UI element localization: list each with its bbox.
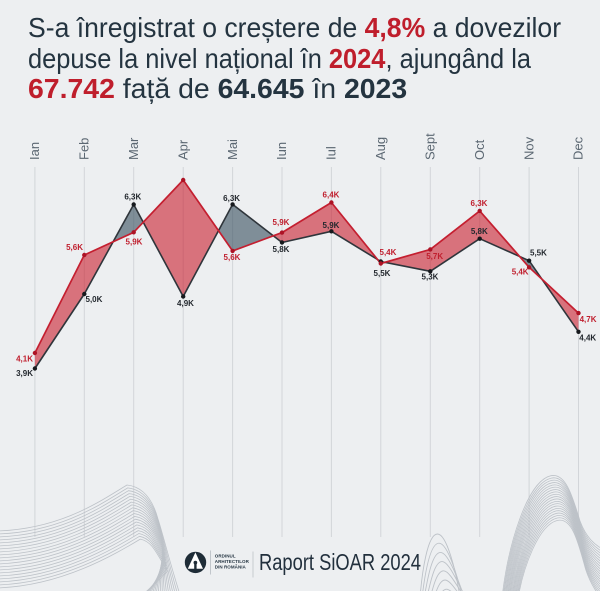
svg-text:5,3K: 5,3K xyxy=(422,272,439,281)
svg-text:5,4K: 5,4K xyxy=(512,268,529,277)
svg-text:5,5K: 5,5K xyxy=(530,249,547,258)
svg-text:Feb: Feb xyxy=(77,138,92,160)
svg-text:6,3K: 6,3K xyxy=(124,192,141,201)
svg-text:5,6K: 5,6K xyxy=(66,243,83,252)
svg-text:Aug: Aug xyxy=(373,137,388,160)
svg-text:5,9K: 5,9K xyxy=(323,221,340,230)
svg-text:Nov: Nov xyxy=(521,136,536,160)
svg-text:ARHITECTILOR: ARHITECTILOR xyxy=(215,559,250,564)
svg-text:5,9K: 5,9K xyxy=(273,218,290,227)
svg-text:5,7K: 5,7K xyxy=(426,252,443,261)
svg-text:5,9K: 5,9K xyxy=(126,237,143,246)
svg-text:5,6K: 5,6K xyxy=(224,253,241,262)
svg-text:Iun: Iun xyxy=(274,142,289,160)
svg-text:Ian: Ian xyxy=(27,142,42,160)
svg-text:Oct: Oct xyxy=(472,139,487,160)
svg-text:5,5K: 5,5K xyxy=(374,269,391,278)
svg-text:6,4K: 6,4K xyxy=(323,191,340,200)
svg-text:Mar: Mar xyxy=(126,137,141,160)
svg-text:Mai: Mai xyxy=(225,139,240,160)
svg-text:ORDINUL: ORDINUL xyxy=(215,553,236,558)
svg-text:5,4K: 5,4K xyxy=(380,248,397,257)
svg-text:6,3K: 6,3K xyxy=(471,199,488,208)
svg-text:5,8K: 5,8K xyxy=(273,245,290,254)
svg-text:DIN ROMÂNIA: DIN ROMÂNIA xyxy=(215,564,247,570)
svg-text:5,0K: 5,0K xyxy=(86,295,103,304)
svg-text:6,3K: 6,3K xyxy=(223,194,240,203)
svg-text:Iul: Iul xyxy=(324,146,339,160)
svg-text:Dec: Dec xyxy=(571,136,586,160)
svg-text:3,9K: 3,9K xyxy=(16,369,33,378)
svg-text:4,9K: 4,9K xyxy=(177,299,194,308)
svg-text:Sept: Sept xyxy=(423,133,438,160)
svg-text:4,4K: 4,4K xyxy=(579,334,596,343)
svg-text:5,8K: 5,8K xyxy=(471,227,488,236)
svg-text:4,7K: 4,7K xyxy=(580,315,597,324)
svg-text:4,1K: 4,1K xyxy=(16,354,33,363)
svg-text:Apr: Apr xyxy=(175,139,190,160)
